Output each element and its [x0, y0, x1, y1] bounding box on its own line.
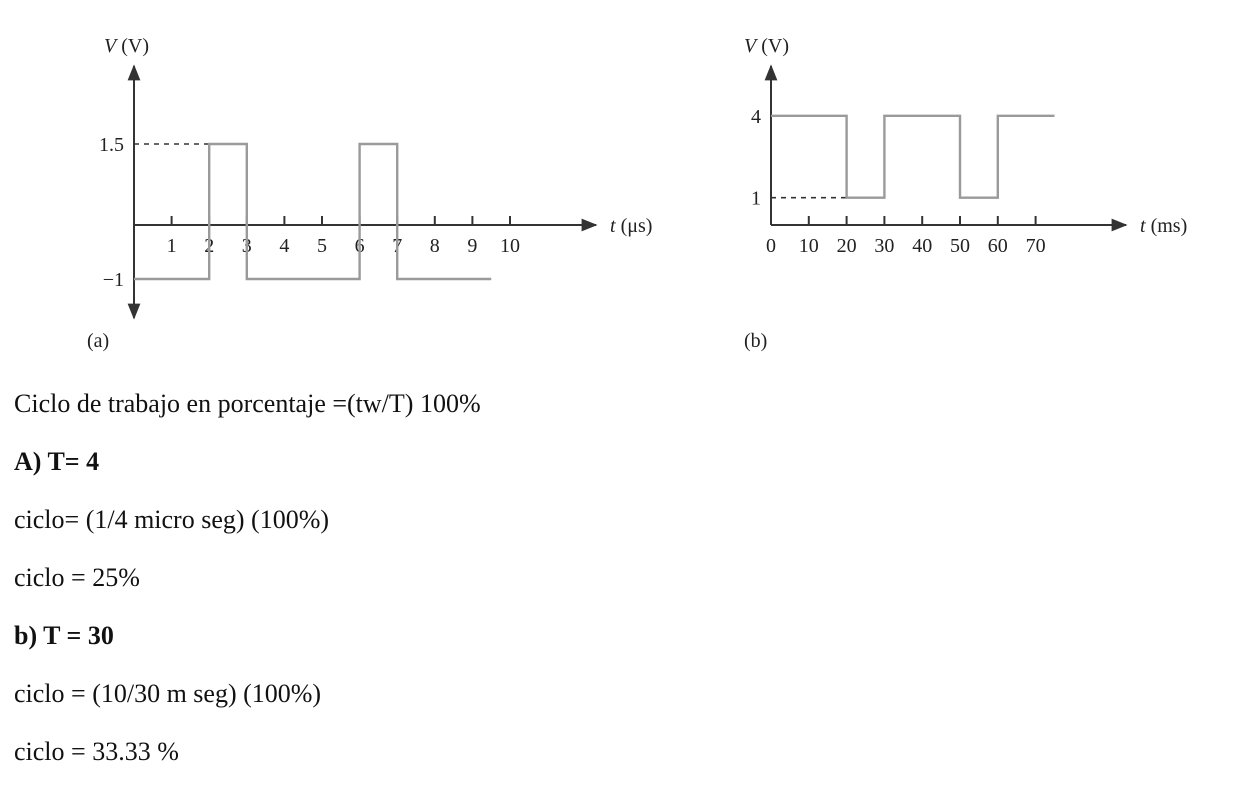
- part-a-result: ciclo = 25%: [14, 563, 140, 592]
- x-tick-label: 70: [1026, 235, 1046, 257]
- chart-b: V (V) t (ms) 0 10 20 30 40 50 60 70 4 1 (b): [744, 35, 1187, 352]
- part-b-heading: b) T = 30: [14, 621, 114, 650]
- square-wave-series: [134, 142, 492, 281]
- x-tick-label: 5: [317, 235, 327, 257]
- x-tick-label: 10: [500, 235, 520, 257]
- x-tick-label: 10: [799, 235, 819, 257]
- y-axis-label: V (V): [104, 35, 149, 57]
- y-tick-label: 1.5: [99, 134, 124, 156]
- y-tick-label: −1: [103, 269, 124, 291]
- chart-a: V (V)t (μs)1 2 3 4 5 6 7 8 9 101.5−1(a): [87, 35, 652, 352]
- x-tick-label: 9: [467, 235, 477, 257]
- x-tick-label: 8: [430, 235, 440, 257]
- y-axis-label: V (V): [744, 35, 789, 57]
- solution-text: Ciclo de trabajo en porcentaje =(tw/T) 1…: [14, 389, 914, 795]
- panel-label: (b): [744, 330, 767, 352]
- y-tick-label: 4: [751, 106, 761, 128]
- x-tick-label: 20: [837, 235, 857, 257]
- x-axis-label: t (ms): [1140, 215, 1187, 237]
- y-tick-label: 1: [751, 188, 761, 210]
- figures: V (V)t (μs)1 2 3 4 5 6 7 8 9 101.5−1(a) V (V)t (m…: [87, 35, 1187, 352]
- panel-label: (a): [87, 330, 109, 352]
- x-tick-label: 1: [167, 235, 177, 257]
- x-tick-label: 50: [950, 235, 970, 257]
- part-a-calculation: ciclo= (1/4 micro seg) (100%): [14, 505, 330, 534]
- duty-cycle-formula: Ciclo de trabajo en porcentaje =(tw/T) 1…: [14, 389, 481, 418]
- x-tick-label: 40: [912, 235, 932, 257]
- x-tick-label: 60: [988, 235, 1008, 257]
- x-tick-label: 4: [279, 235, 289, 257]
- x-tick-label: 0: [766, 235, 776, 257]
- x-axis-label: t (μs): [610, 215, 652, 237]
- square-wave-series: [771, 114, 1055, 199]
- part-b-result: ciclo = 33.33 %: [14, 737, 179, 766]
- part-a-heading: A) T= 4: [14, 447, 100, 476]
- part-b-calculation: ciclo = (10/30 m seg) (100%): [14, 679, 322, 708]
- x-tick-label: 30: [874, 235, 894, 257]
